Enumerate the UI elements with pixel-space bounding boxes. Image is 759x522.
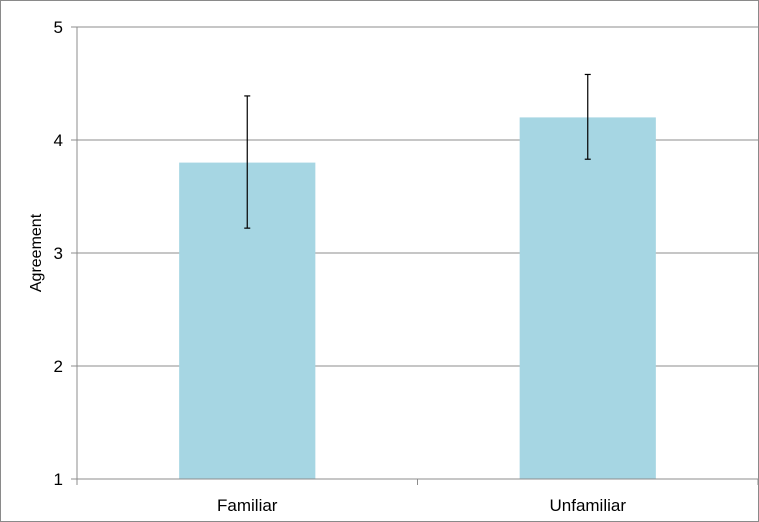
axes <box>71 26 758 485</box>
bars <box>179 117 656 480</box>
y-tick-label: 3 <box>54 244 63 263</box>
x-category-label: Familiar <box>217 496 278 515</box>
bar-unfamiliar <box>519 117 656 480</box>
y-tick-label: 2 <box>54 357 63 376</box>
error-bars <box>244 73 591 229</box>
y-axis-title: Agreement <box>28 213 45 292</box>
y-tick-label: 4 <box>54 131 63 150</box>
y-tick-label: 1 <box>54 470 63 489</box>
x-category-label: Unfamiliar <box>549 496 626 515</box>
labels: 1 2 3 4 5 Familiar Unfamiliar <box>54 18 627 515</box>
y-tick-label: 5 <box>54 18 63 37</box>
